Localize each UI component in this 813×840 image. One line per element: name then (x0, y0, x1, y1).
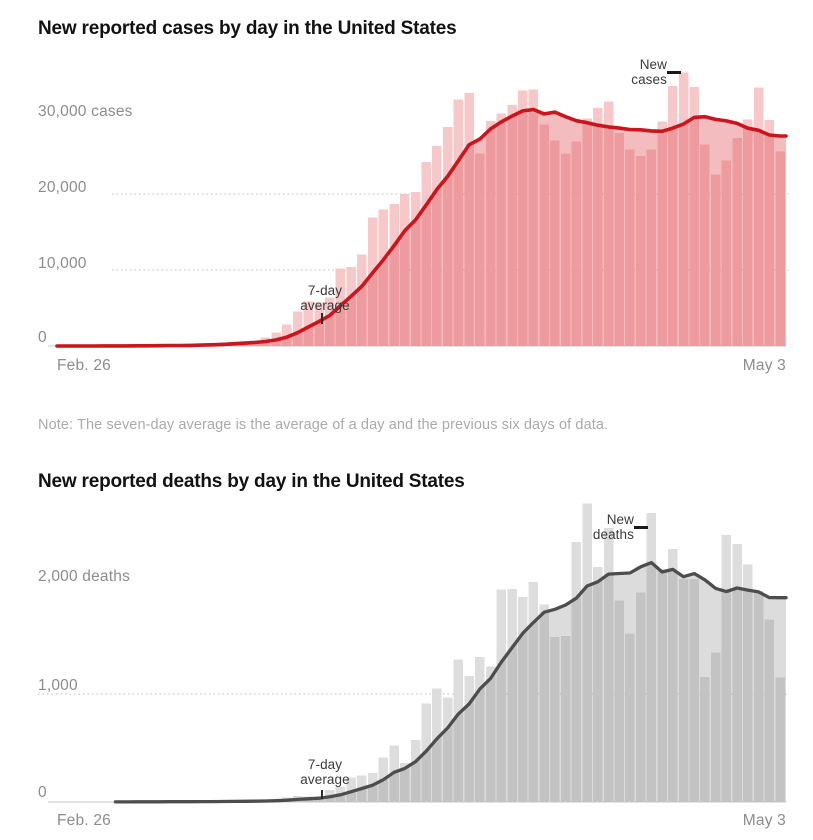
methodology-note: Note: The seven-day average is the avera… (38, 417, 609, 433)
cases-avg-callout-tick (321, 313, 323, 324)
deaths-ytick-2000: 2,000 deaths (38, 568, 131, 585)
cases-ytick-10000: 10,000 (38, 255, 87, 272)
cases-ytick-0: 0 (38, 329, 47, 346)
new-cases-callout-dash (667, 71, 681, 74)
cases-ytick-30000: 30,000 cases (38, 103, 133, 120)
deaths-chart-title: New reported deaths by day in the United… (38, 471, 465, 492)
cases-xlabel-end: May 3 (742, 357, 786, 374)
cases-chart-plot[interactable] (0, 50, 813, 350)
deaths-ytick-0: 0 (38, 784, 47, 801)
cases-chart-title: New reported cases by day in the United … (38, 18, 457, 39)
deaths-avg-callout-label: 7-day average (300, 757, 350, 787)
new-deaths-callout-label: New deaths (592, 512, 634, 542)
deaths-chart-plot[interactable] (0, 495, 813, 810)
new-deaths-callout-dash (634, 526, 648, 529)
deaths-avg-callout-tick (321, 790, 323, 799)
cases-avg-callout-label: 7-day average (300, 283, 350, 313)
deaths-xlabel-end: May 3 (742, 812, 786, 829)
deaths-xlabel-start: Feb. 26 (57, 812, 111, 829)
cases-xlabel-start: Feb. 26 (57, 357, 111, 374)
deaths-ytick-1000: 1,000 (38, 677, 78, 694)
new-cases-callout-label: New cases (631, 57, 667, 87)
cases-ytick-20000: 20,000 (38, 179, 87, 196)
